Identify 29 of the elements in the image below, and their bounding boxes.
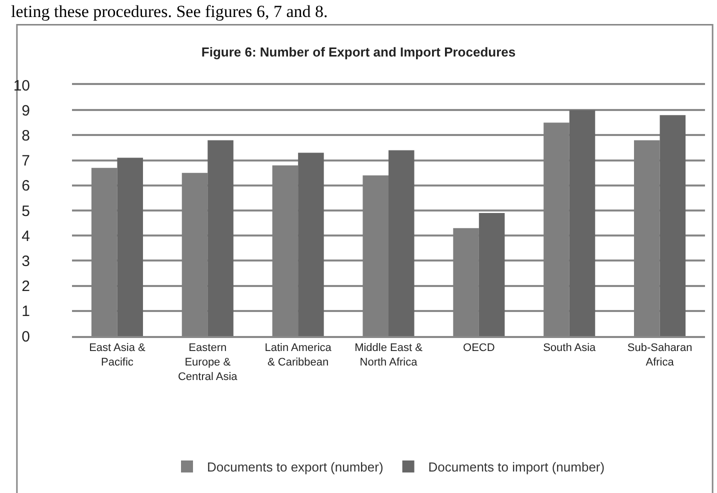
- y-tick-label: 1: [22, 303, 30, 320]
- y-tick-label: 2: [22, 278, 30, 296]
- x-tick-label: Sub-Saharan Africa: [627, 342, 692, 368]
- x-tick-label: OECD: [463, 342, 495, 354]
- bar: [208, 140, 234, 336]
- text: leting these procedures. See figures 6, 7 and 8.: [11, 2, 328, 21]
- y-tick-label: 8: [22, 127, 30, 144]
- x-tick-label: Middle East & North Africa: [354, 342, 424, 368]
- bar: [298, 152, 324, 336]
- y-tick-label: 3: [22, 252, 30, 270]
- bar: [388, 150, 414, 336]
- x-tick-label: East Asia & Pacific: [89, 342, 146, 368]
- y-tick-label: 9: [22, 102, 30, 120]
- bar: [478, 213, 505, 336]
- bar: [660, 115, 686, 336]
- bar: [569, 110, 596, 336]
- x-tick-label: South Asia: [543, 342, 597, 354]
- legend-label: Documents to import (number): [428, 460, 605, 475]
- y-tick-label: 10: [13, 77, 30, 94]
- y-tick-label: 7: [22, 152, 30, 170]
- legend-label: Documents to export (number): [207, 460, 384, 475]
- y-tick-label: 4: [22, 228, 30, 245]
- y-tick-label: 6: [22, 178, 30, 195]
- chart-title: Figure 6: Number of Export and Import Procedures: [201, 44, 516, 60]
- y-tick-label: 5: [22, 202, 30, 220]
- x-tick-label: Eastern Europe & Central Asia: [178, 342, 238, 383]
- y-tick-label: 0: [22, 328, 30, 346]
- x-tick-label: Latin America & Caribbean: [264, 342, 332, 368]
- bar: [117, 158, 143, 336]
